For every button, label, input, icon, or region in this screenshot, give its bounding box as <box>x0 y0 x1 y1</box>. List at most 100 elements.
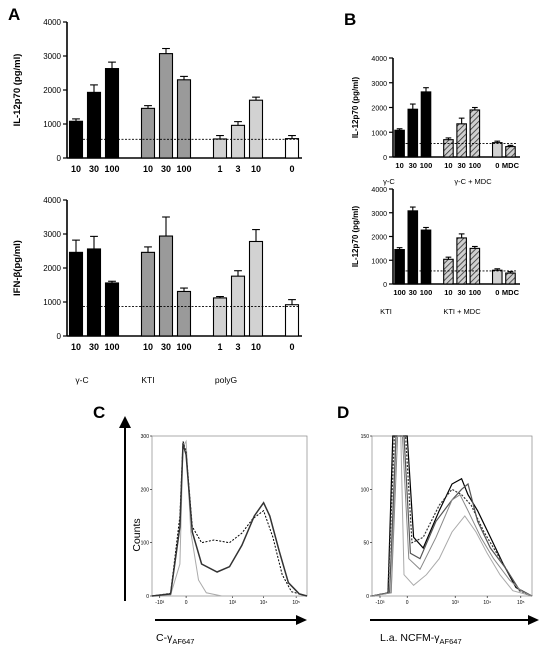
bar <box>86 248 102 337</box>
x-axis-arrowhead <box>296 615 307 625</box>
category-label: 30 <box>457 161 465 170</box>
y-tick-label: 4000 <box>371 187 387 194</box>
bar <box>248 240 264 337</box>
bar <box>505 272 516 285</box>
bar <box>248 99 264 159</box>
y-tick-label: 0 <box>57 154 62 163</box>
category-label: 100 <box>176 164 191 174</box>
category-label: 10 <box>444 288 452 297</box>
category-label: 3 <box>235 342 240 352</box>
category-label: 10 <box>143 342 153 352</box>
bar <box>140 107 156 159</box>
y-tick-label: 1000 <box>371 130 387 137</box>
y-tick-label: 50 <box>363 541 369 547</box>
group-label-b-kti: KTI <box>380 307 392 316</box>
category-label: 30 <box>161 164 171 174</box>
y-axis-label: IL-12p70 (pg/ml) <box>351 205 360 267</box>
y-tick-label: 1000 <box>43 120 61 129</box>
y-tick-label: 3000 <box>371 81 387 88</box>
category-label: 100 <box>393 288 406 297</box>
group-label-b-kti-mdc: KTI + MDC <box>443 307 481 316</box>
category-label: 10 <box>143 164 153 174</box>
bar <box>469 109 481 158</box>
category-label: 100 <box>176 342 191 352</box>
bar <box>456 237 467 285</box>
category-label: 0 <box>289 342 294 352</box>
category-label: 100 <box>104 342 119 352</box>
category-label: 30 <box>161 342 171 352</box>
y-tick-label: 1000 <box>43 298 61 307</box>
category-label: 0 <box>495 288 499 297</box>
bar <box>443 139 454 158</box>
bar <box>140 251 156 337</box>
category-label: 100 <box>469 288 482 297</box>
y-axis-label: IFN-β(pg/ml) <box>12 240 23 296</box>
x-axis-arrowhead <box>528 615 539 625</box>
bar <box>230 124 246 159</box>
category-label: 30 <box>89 164 99 174</box>
y-tick-label: 100 <box>361 487 370 493</box>
category-label: 10 <box>395 161 403 170</box>
y-axis-label: IL-12p70 (pg/ml) <box>351 76 360 138</box>
category-label: 30 <box>409 288 417 297</box>
y-tick-label: 150 <box>361 434 370 440</box>
bar <box>176 79 192 159</box>
y-tick-label: 0 <box>57 332 62 341</box>
category-label: 1 <box>217 164 222 174</box>
y-tick-label: 0 <box>146 594 149 600</box>
bar <box>443 258 454 285</box>
histogram-panel-d: L.a. NCFM-γAF647 0 50 100 150 -10³ 0 10³ 10⁴ 10⁵ <box>361 434 539 646</box>
x-tick-label: 10⁵ <box>292 600 300 606</box>
y-axis-label: IL-12p70 (pg/ml) <box>12 54 23 127</box>
category-label: 100 <box>420 161 433 170</box>
bar <box>104 68 120 159</box>
bar <box>456 123 467 158</box>
category-label: 30 <box>457 288 465 297</box>
bar <box>491 142 503 158</box>
group-label-gc: γ-C <box>75 375 88 385</box>
group-label-b-gc-mdc: γ-C + MDC <box>454 177 492 186</box>
y-tick-label: 0 <box>383 155 387 162</box>
histogram-curve-stained-solid <box>151 443 308 597</box>
category-label: 0 <box>289 164 294 174</box>
panel-label-c: C <box>93 403 105 422</box>
category-label: 10 <box>71 342 81 352</box>
x-tick-label: 10⁵ <box>517 600 525 606</box>
bar <box>284 138 300 159</box>
y-tick-label: 3000 <box>43 52 61 61</box>
category-label: MDC <box>502 288 520 297</box>
y-tick-label: 4000 <box>43 18 61 27</box>
y-tick-label: 3000 <box>43 230 61 239</box>
panel-label-b: B <box>344 10 356 29</box>
y-tick-label: 4000 <box>371 56 387 63</box>
category-label: 100 <box>420 288 433 297</box>
panel-label-d: D <box>337 403 349 422</box>
bar <box>284 304 300 337</box>
group-label-kti: KTI <box>141 375 154 385</box>
x-tick-label: 0 <box>185 600 188 606</box>
bar <box>420 91 432 158</box>
y-axis-arrowhead <box>119 416 131 428</box>
histogram-panel-c: Counts C-γAF647 0 100 200 300 -10³ 0 10³ 10⁴ 10⁵ <box>119 416 308 646</box>
x-tick-label: -10³ <box>155 600 164 606</box>
histogram-curve-sample-3 <box>371 435 533 597</box>
x-tick-label: 10⁴ <box>483 600 491 606</box>
category-label: 10 <box>251 164 261 174</box>
y-tick-label: 2000 <box>371 106 387 113</box>
bar <box>86 91 102 159</box>
bar <box>104 282 120 337</box>
x-tick-label: -10³ <box>376 600 385 606</box>
bar <box>469 247 481 285</box>
category-label: 0 <box>495 161 499 170</box>
bar <box>407 108 419 158</box>
y-tick-label: 100 <box>141 541 150 547</box>
y-tick-label: 0 <box>383 282 387 289</box>
bar <box>158 235 174 337</box>
bar <box>420 229 432 285</box>
category-label: 10 <box>444 161 452 170</box>
x-tick-label: 0 <box>406 600 409 606</box>
